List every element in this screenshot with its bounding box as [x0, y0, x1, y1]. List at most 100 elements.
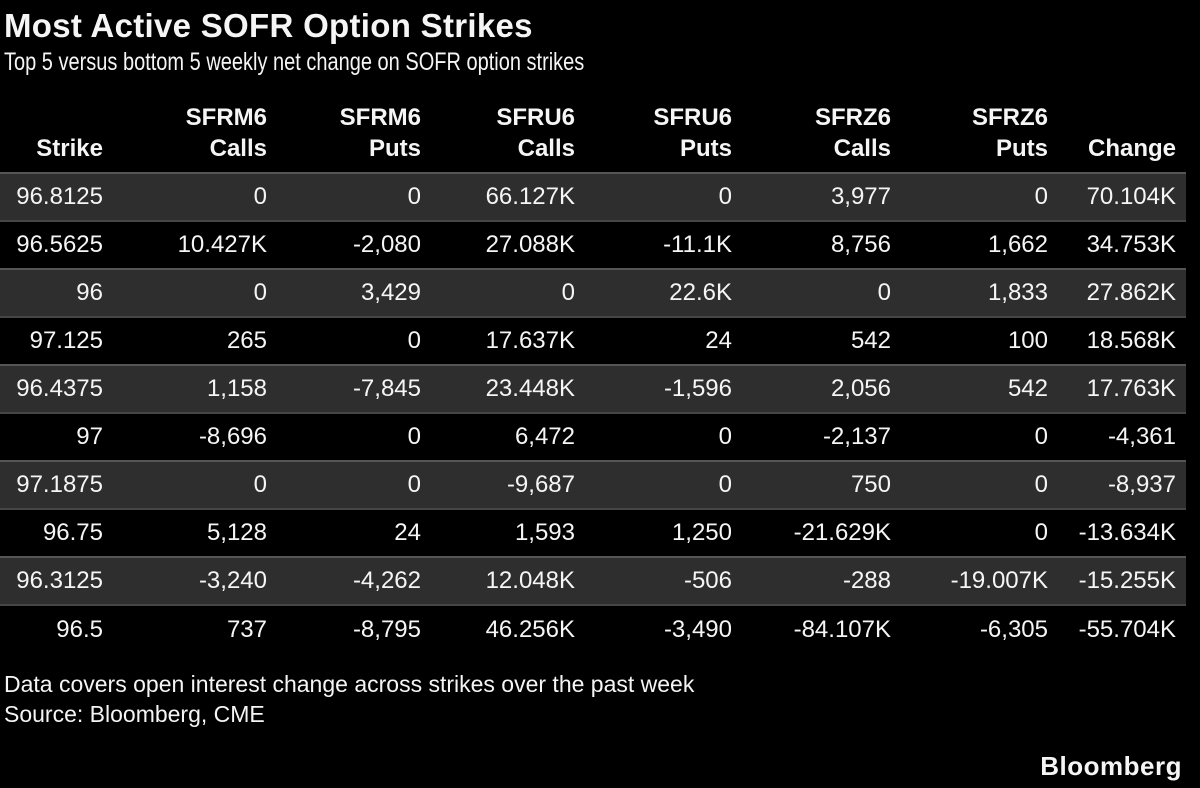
footnote-source: Source: Bloomberg, CME	[4, 701, 265, 727]
value-cell: 10.427K	[177, 231, 267, 258]
value-cell: 0	[1034, 471, 1048, 498]
column-header-line1: SFRM6	[339, 104, 421, 131]
page-title: Most Active SOFR Option Strikes	[4, 7, 533, 44]
value-cell: -55.704K	[1078, 615, 1176, 643]
value-cell: -1,596	[663, 375, 732, 402]
value-cell: 66.127K	[485, 183, 575, 210]
value-cell: 0	[718, 423, 732, 450]
footnotes: Data covers open interest change across …	[4, 669, 1188, 729]
value-cell: 1,662	[987, 231, 1048, 258]
table-row: 96 0 3,429 0 22.6K 0 1,833 27.862K	[0, 269, 1186, 317]
strike-cell: 96.8125	[16, 183, 103, 210]
value-cell: 100	[1007, 327, 1048, 354]
value-cell: 0	[561, 279, 575, 306]
value-cell: -3,490	[663, 615, 732, 643]
strike-cell: 97.1875	[16, 471, 103, 498]
value-cell: -2,080	[352, 231, 421, 258]
value-cell: 8,756	[830, 231, 891, 258]
value-cell: 70.104K	[1086, 183, 1176, 210]
strike-cell: 96.4375	[16, 375, 103, 402]
strike-cell: 96.5625	[16, 231, 103, 258]
table-row: 97 -8,696 0 6,472 0 -2,137 0 -4,361	[0, 413, 1186, 461]
value-cell: 750	[850, 471, 891, 498]
value-cell: 1,593	[514, 519, 575, 546]
value-cell: 0	[407, 183, 421, 210]
value-cell: 0	[253, 183, 267, 210]
value-cell: -3,240	[198, 567, 267, 594]
value-cell: 18.568K	[1086, 327, 1176, 354]
sofr-option-strikes-table: Strike SFRM6 Calls SFRM6 Puts SFRU6 Call…	[0, 102, 1186, 653]
value-cell: 265	[226, 327, 267, 354]
value-cell: 27.862K	[1086, 279, 1176, 306]
table-row: 96.75 5,128 24 1,593 1,250 -21.629K 0 -13.634K	[0, 509, 1186, 557]
value-cell: 542	[1007, 375, 1048, 402]
column-header-sfrz6-puts: SFRZ6 Puts	[901, 102, 1058, 173]
value-cell: 3,977	[830, 183, 891, 210]
strike-cell: 96.5	[56, 615, 103, 643]
strike-cell: 97	[76, 423, 103, 450]
value-cell: 737	[226, 615, 267, 643]
page-subtitle: Top 5 versus bottom 5 weekly net change …	[4, 48, 585, 76]
value-cell: 12.048K	[485, 567, 575, 594]
value-cell: -8,795	[352, 615, 421, 643]
value-cell: -21.629K	[793, 519, 891, 546]
value-cell: 27.088K	[485, 231, 575, 258]
value-cell: -15.255K	[1078, 567, 1176, 594]
column-header-line2: Calls	[833, 135, 891, 162]
value-cell: 0	[1034, 183, 1048, 210]
value-cell: -8,696	[198, 423, 267, 450]
value-cell: -11.1K	[663, 231, 732, 258]
column-header-line2: Strike	[36, 135, 103, 162]
column-header-sfru6-calls: SFRU6 Calls	[431, 102, 585, 173]
value-cell: 1,250	[671, 519, 732, 546]
value-cell: -84.107K	[793, 615, 891, 643]
header-row: Strike SFRM6 Calls SFRM6 Puts SFRU6 Call…	[0, 102, 1186, 173]
value-cell: 0	[253, 279, 267, 306]
value-cell: 542	[850, 327, 891, 354]
value-cell: 34.753K	[1086, 231, 1176, 258]
value-cell: 6,472	[514, 423, 575, 450]
column-header-line2: Puts	[679, 135, 732, 162]
column-header-line2: Calls	[517, 135, 575, 162]
value-cell: 24	[394, 519, 421, 546]
value-cell: -4,361	[1107, 423, 1176, 450]
column-header-line1	[0, 102, 103, 133]
column-header-line1: SFRZ6	[971, 104, 1048, 131]
value-cell: -506	[683, 567, 732, 594]
value-cell: 0	[1034, 423, 1048, 450]
value-cell: 24	[705, 327, 732, 354]
column-header-line1: SFRU6	[653, 104, 732, 131]
column-header-line2: Puts	[995, 135, 1048, 162]
table-row: 96.3125 -3,240 -4,262 12.048K -506 -288 -19.00…	[0, 557, 1186, 605]
value-cell: 2,056	[830, 375, 891, 402]
column-header-sfrm6-calls: SFRM6 Calls	[113, 102, 277, 173]
value-cell: 0	[718, 183, 732, 210]
value-cell: -8,937	[1107, 471, 1176, 498]
value-cell: 0	[718, 471, 732, 498]
footnote-coverage: Data covers open interest change across …	[4, 671, 695, 697]
column-header-line2: Calls	[209, 135, 267, 162]
value-cell: 0	[877, 279, 891, 306]
column-header-line2: Change	[1087, 135, 1176, 162]
column-header-line1: SFRZ6	[814, 104, 891, 131]
table-row: 97.1875 0 0 -9,687 0 750 0 -8,937	[0, 461, 1186, 509]
table-row: 96.8125 0 0 66.127K 0 3,977 0 70.104K	[0, 173, 1186, 221]
column-header-change: Change	[1058, 102, 1186, 173]
column-header-sfrz6-calls: SFRZ6 Calls	[742, 102, 901, 173]
table-row: 96.5625 10.427K -2,080 27.088K -11.1K 8,756 1,…	[0, 221, 1186, 269]
value-cell: 17.637K	[485, 327, 575, 354]
value-cell: 46.256K	[485, 615, 575, 643]
value-cell: -288	[842, 567, 891, 594]
value-cell: 0	[1034, 519, 1048, 546]
value-cell: 0	[253, 471, 267, 498]
column-header-line1: SFRM6	[185, 104, 267, 131]
value-cell: 17.763K	[1086, 375, 1176, 402]
value-cell: -9,687	[506, 471, 575, 498]
value-cell: -6,305	[979, 615, 1048, 643]
value-cell: 1,833	[987, 279, 1048, 306]
strike-cell: 97.125	[29, 327, 103, 354]
value-cell: -13.634K	[1078, 519, 1176, 546]
value-cell: 3,429	[360, 279, 421, 306]
table-row: 96.5 737 -8,795 46.256K -3,490 -84.107K -6,305…	[0, 605, 1186, 653]
